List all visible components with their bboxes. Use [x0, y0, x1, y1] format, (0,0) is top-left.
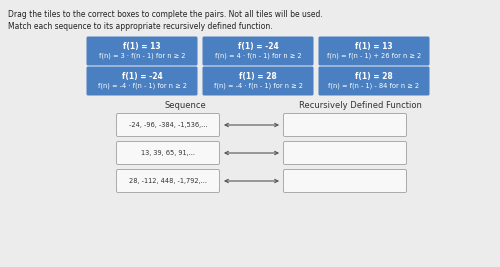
Text: f(n) = 4 · f(n - 1) for n ≥ 2: f(n) = 4 · f(n - 1) for n ≥ 2 [214, 53, 302, 59]
Text: f(n) = -4 · f(n - 1) for n ≥ 2: f(n) = -4 · f(n - 1) for n ≥ 2 [98, 83, 186, 89]
FancyBboxPatch shape [116, 113, 220, 136]
FancyBboxPatch shape [86, 37, 198, 65]
FancyBboxPatch shape [116, 142, 220, 164]
FancyBboxPatch shape [318, 66, 430, 96]
Text: f(n) = -4 · f(n - 1) for n ≥ 2: f(n) = -4 · f(n - 1) for n ≥ 2 [214, 83, 302, 89]
Text: f(1) = -24: f(1) = -24 [238, 41, 279, 50]
Text: 28, -112, 448, -1,792,...: 28, -112, 448, -1,792,... [129, 178, 207, 184]
FancyBboxPatch shape [284, 170, 406, 193]
Text: f(n) = f(n - 1) + 26 for n ≥ 2: f(n) = f(n - 1) + 26 for n ≥ 2 [327, 53, 421, 59]
FancyBboxPatch shape [202, 66, 314, 96]
Text: f(n) = f(n - 1) - 84 for n ≥ 2: f(n) = f(n - 1) - 84 for n ≥ 2 [328, 83, 420, 89]
Text: Recursively Defined Function: Recursively Defined Function [298, 101, 422, 110]
Text: Match each sequence to its appropriate recursively defined function.: Match each sequence to its appropriate r… [8, 22, 272, 31]
Text: f(1) = 13: f(1) = 13 [355, 41, 393, 50]
Text: f(n) = 3 · f(n - 1) for n ≥ 2: f(n) = 3 · f(n - 1) for n ≥ 2 [99, 53, 185, 59]
Text: f(1) = 13: f(1) = 13 [123, 41, 161, 50]
FancyBboxPatch shape [284, 113, 406, 136]
FancyBboxPatch shape [86, 66, 198, 96]
Text: 13, 39, 65, 91,...: 13, 39, 65, 91,... [141, 150, 195, 156]
Text: f(1) = -24: f(1) = -24 [122, 72, 162, 80]
FancyBboxPatch shape [284, 142, 406, 164]
FancyBboxPatch shape [202, 37, 314, 65]
FancyBboxPatch shape [116, 170, 220, 193]
FancyBboxPatch shape [318, 37, 430, 65]
Text: Drag the tiles to the correct boxes to complete the pairs. Not all tiles will be: Drag the tiles to the correct boxes to c… [8, 10, 323, 19]
Text: Sequence: Sequence [164, 101, 206, 110]
Text: -24, -96, -384, -1,536,...: -24, -96, -384, -1,536,... [129, 122, 208, 128]
Text: f(1) = 28: f(1) = 28 [355, 72, 393, 80]
Text: f(1) = 28: f(1) = 28 [239, 72, 277, 80]
